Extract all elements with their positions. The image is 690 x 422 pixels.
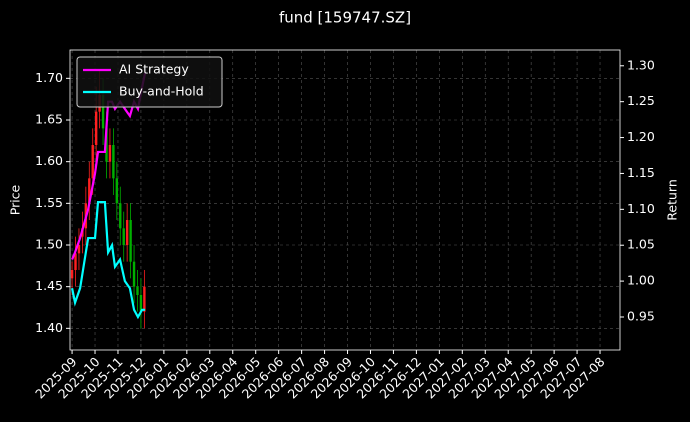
candle-body — [94, 111, 98, 145]
y2-tick-label: 1.00 — [627, 273, 655, 288]
candle-body — [108, 145, 112, 162]
candle-body — [129, 220, 132, 262]
candle-body — [91, 145, 94, 179]
y2-tick-label: 1.05 — [627, 237, 655, 252]
y-axis-label: Price — [8, 184, 23, 215]
y2-tick-label: 1.10 — [627, 201, 655, 216]
candle-body — [132, 261, 136, 287]
candle-body — [115, 178, 119, 204]
candle-body — [139, 295, 143, 312]
y-tick-label: 1.60 — [35, 153, 63, 168]
y-tick-label: 1.70 — [35, 70, 63, 85]
candle-body — [105, 128, 108, 162]
candle-body — [136, 286, 139, 295]
y-tick-label: 1.50 — [35, 237, 63, 252]
y-tick-label: 1.40 — [35, 320, 63, 335]
candle-body — [77, 245, 81, 254]
candle-body — [112, 145, 115, 179]
candle-body — [119, 203, 122, 229]
chart-title: fund [159747.SZ] — [279, 9, 411, 27]
legend-label: Buy-and-Hold — [119, 84, 204, 99]
y-tick-label: 1.65 — [35, 112, 63, 127]
y2-tick-label: 1.15 — [627, 165, 655, 180]
candle-body — [125, 220, 129, 245]
candle-body — [101, 95, 105, 129]
candle-body — [74, 253, 77, 270]
candle-body — [143, 286, 146, 312]
plot-frame — [69, 49, 621, 351]
y2-tick-label: 1.20 — [627, 129, 655, 144]
candle-body — [122, 228, 125, 245]
y2-tick-label: 0.95 — [627, 308, 655, 323]
legend-box — [76, 56, 223, 108]
y2-axis-label: Return — [665, 179, 680, 220]
y-tick-label: 1.55 — [35, 195, 63, 210]
y2-tick-label: 1.25 — [627, 93, 655, 108]
candle-body — [88, 178, 91, 204]
y2-tick-label: 1.30 — [627, 57, 655, 72]
line-series — [70, 201, 146, 320]
legend: AI Strategy Buy-and-Hold — [76, 56, 223, 108]
legend-label: AI Strategy — [119, 62, 189, 77]
y-tick-label: 1.45 — [35, 278, 63, 293]
candle-body — [70, 270, 74, 279]
